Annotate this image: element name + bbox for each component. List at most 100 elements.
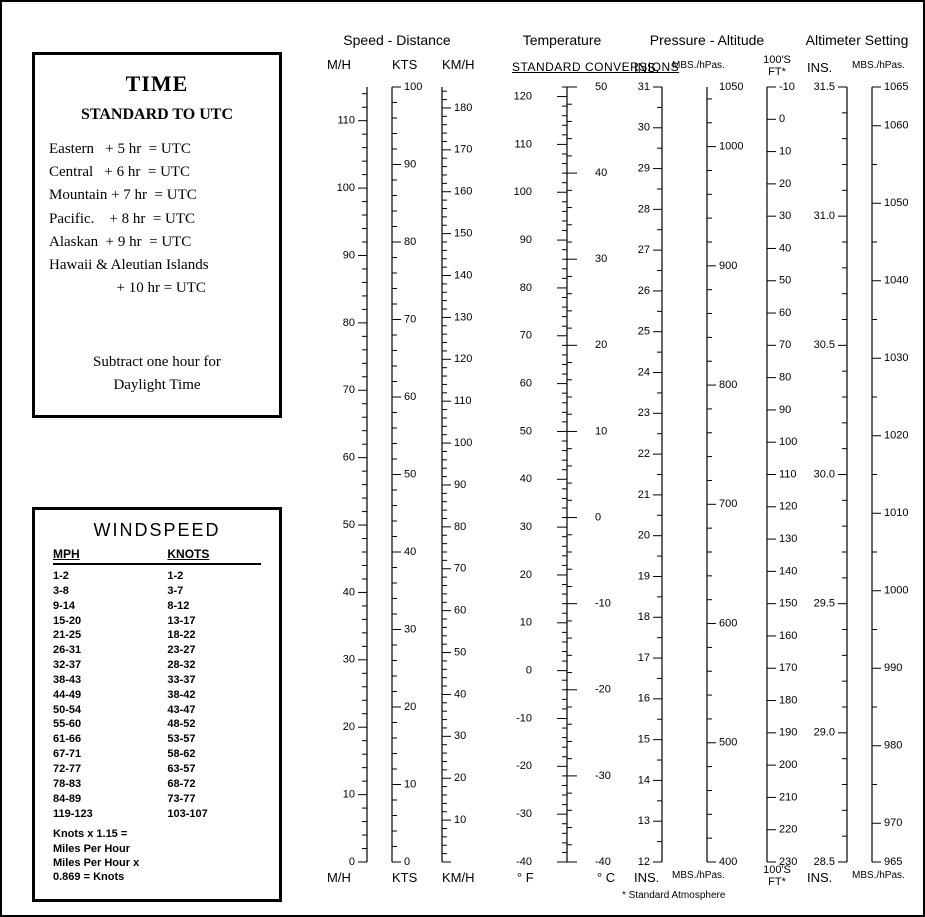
svg-text:40: 40: [520, 473, 532, 485]
svg-text:1040: 1040: [884, 275, 908, 287]
svg-text:120: 120: [514, 90, 532, 102]
svg-text:140: 140: [779, 565, 797, 577]
svg-text:900: 900: [719, 260, 737, 272]
svg-text:16: 16: [638, 693, 650, 705]
svg-text:100: 100: [454, 437, 472, 449]
windspeed-row: 44-4938-42: [53, 688, 261, 703]
windspeed-note-line: 0.869 = Knots: [53, 870, 261, 884]
windspeed-row: 26-3123-27: [53, 643, 261, 658]
svg-text:20: 20: [404, 701, 416, 713]
svg-text:190: 190: [779, 727, 797, 739]
svg-text:1050: 1050: [884, 197, 908, 209]
time-subtitle: STANDARD TO UTC: [49, 103, 265, 128]
svg-text:24: 24: [638, 366, 650, 378]
svg-text:160: 160: [454, 186, 472, 198]
svg-text:10: 10: [779, 145, 791, 157]
windspeed-note-line: Knots x 1.15 =: [53, 827, 261, 841]
timezone-row: + 10 hr = UTC: [49, 277, 265, 300]
svg-text:-20: -20: [516, 760, 532, 772]
svg-text:50: 50: [779, 275, 791, 287]
svg-text:29: 29: [638, 162, 650, 174]
windspeed-row: 32-3728-32: [53, 658, 261, 673]
svg-text:60: 60: [454, 605, 466, 617]
unit-ft-top: 100'S FT*: [757, 54, 797, 78]
svg-text:180: 180: [779, 694, 797, 706]
svg-text:30: 30: [454, 730, 466, 742]
svg-text:110: 110: [337, 115, 355, 127]
windspeed-notes: Knots x 1.15 =Miles Per HourMiles Per Ho…: [53, 827, 261, 884]
windspeed-row: 67-7158-62: [53, 747, 261, 762]
svg-text:200: 200: [779, 759, 797, 771]
svg-text:27: 27: [638, 244, 650, 256]
svg-text:15: 15: [638, 734, 650, 746]
svg-text:30: 30: [404, 623, 416, 635]
svg-text:120: 120: [454, 353, 472, 365]
svg-text:90: 90: [779, 404, 791, 416]
windspeed-row: 50-5443-47: [53, 703, 261, 718]
timezone-rows: Eastern + 5 hr = UTCCentral + 6 hr = UTC…: [49, 138, 265, 301]
unit-alt-ins-top: INS.: [807, 60, 832, 75]
svg-text:90: 90: [520, 234, 532, 246]
svg-text:990: 990: [884, 662, 902, 674]
svg-text:23: 23: [638, 407, 650, 419]
temperature-ruler: -40-30-20-100102030405060708090100110120…: [502, 77, 632, 877]
windspeed-row: 78-8368-72: [53, 777, 261, 792]
svg-text:30: 30: [638, 122, 650, 134]
unit-ins-top: INS.: [634, 60, 659, 75]
timezone-row: Alaskan + 9 hr = UTC: [49, 231, 265, 254]
altimeter-ruler: 28.529.029.530.030.531.031.5965970980990…: [802, 77, 922, 877]
svg-text:1000: 1000: [719, 141, 743, 153]
svg-text:50: 50: [595, 81, 607, 93]
svg-text:80: 80: [343, 317, 355, 329]
svg-text:0: 0: [349, 856, 355, 868]
svg-text:90: 90: [454, 479, 466, 491]
windspeed-row: 1-21-2: [53, 569, 261, 584]
svg-text:60: 60: [404, 391, 416, 403]
windspeed-rows: 1-21-23-83-79-148-1215-2013-1721-2518-22…: [53, 569, 261, 821]
svg-text:0: 0: [526, 665, 532, 677]
svg-text:25: 25: [638, 326, 650, 338]
windspeed-col-mph: MPH: [53, 547, 167, 561]
svg-text:70: 70: [779, 339, 791, 351]
svg-text:80: 80: [520, 282, 532, 294]
svg-text:130: 130: [779, 533, 797, 545]
svg-text:70: 70: [404, 313, 416, 325]
windspeed-box: WINDSPEED MPH KNOTS 1-21-23-83-79-148-12…: [32, 507, 282, 902]
svg-text:70: 70: [343, 384, 355, 396]
svg-text:10: 10: [343, 789, 355, 801]
svg-text:20: 20: [638, 530, 650, 542]
svg-text:50: 50: [343, 519, 355, 531]
svg-text:1030: 1030: [884, 352, 908, 364]
time-note-1: Subtract one hour for: [93, 354, 221, 370]
svg-text:140: 140: [454, 269, 472, 281]
svg-text:70: 70: [520, 330, 532, 342]
svg-text:90: 90: [343, 249, 355, 261]
windspeed-row: 84-8973-77: [53, 792, 261, 807]
std-atmosphere-footnote: * Standard Atmosphere: [622, 890, 725, 901]
windspeed-header: MPH KNOTS: [53, 547, 261, 565]
svg-text:30: 30: [520, 521, 532, 533]
svg-text:800: 800: [719, 379, 737, 391]
svg-text:100: 100: [779, 436, 797, 448]
svg-text:1060: 1060: [884, 120, 908, 132]
svg-text:10: 10: [595, 425, 607, 437]
time-note: Subtract one hour for Daylight Time: [49, 351, 265, 398]
svg-text:-40: -40: [516, 856, 532, 868]
unit-mbs-top: MBS./hPas.: [672, 60, 725, 71]
windspeed-row: 38-4333-37: [53, 673, 261, 688]
conversion-chart-page: TIME STANDARD TO UTC Eastern + 5 hr = UT…: [0, 0, 925, 917]
time-title: TIME: [49, 67, 265, 101]
svg-text:20: 20: [595, 339, 607, 351]
svg-text:80: 80: [454, 521, 466, 533]
svg-text:14: 14: [638, 774, 650, 786]
svg-text:-30: -30: [595, 770, 611, 782]
svg-text:31.0: 31.0: [814, 210, 835, 222]
svg-text:110: 110: [454, 395, 472, 407]
svg-text:29.5: 29.5: [814, 598, 835, 610]
svg-text:180: 180: [454, 102, 472, 114]
svg-text:80: 80: [404, 236, 416, 248]
svg-text:40: 40: [454, 688, 466, 700]
svg-text:20: 20: [779, 178, 791, 190]
svg-text:130: 130: [454, 311, 472, 323]
timezone-row: Central + 6 hr = UTC: [49, 161, 265, 184]
